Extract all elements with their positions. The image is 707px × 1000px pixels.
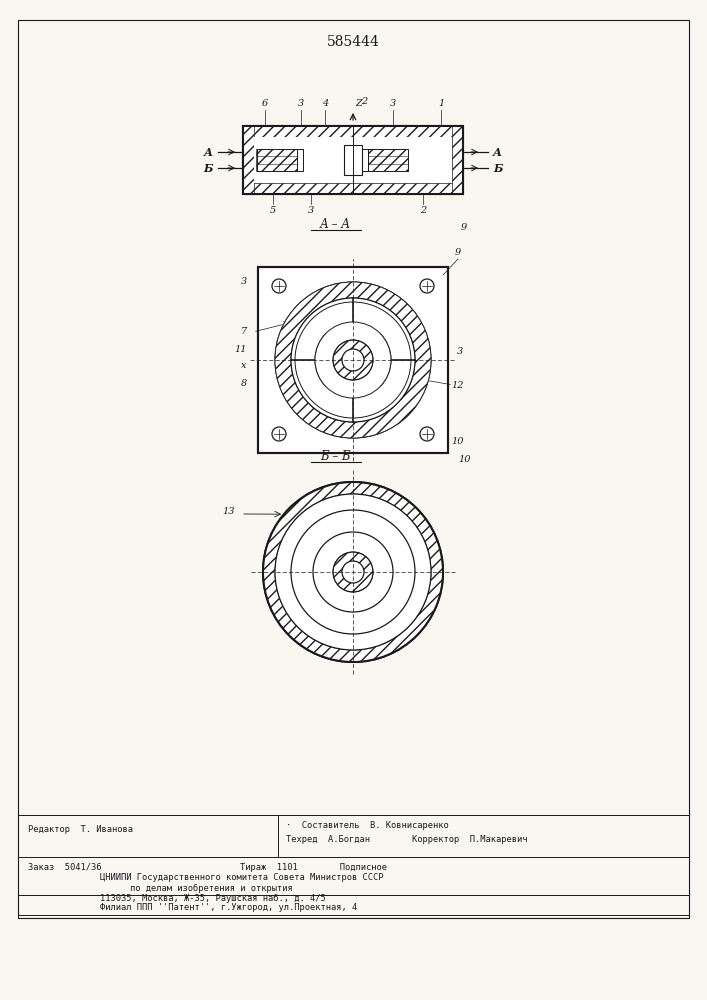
Bar — [452, 126, 463, 194]
Text: 13: 13 — [223, 508, 235, 516]
Text: Б: Б — [493, 162, 503, 174]
Text: Тираж  1101        Подписное: Тираж 1101 Подписное — [240, 862, 387, 871]
Text: 3: 3 — [457, 348, 463, 357]
Text: Б: Б — [204, 162, 213, 174]
Text: Заказ  5041/36: Заказ 5041/36 — [28, 862, 102, 871]
Wedge shape — [275, 282, 431, 438]
Circle shape — [315, 322, 391, 398]
Bar — [258, 149, 271, 171]
Bar — [18, 20, 689, 918]
Bar — [243, 126, 254, 194]
Bar — [243, 183, 463, 194]
Bar — [258, 267, 448, 453]
Circle shape — [342, 349, 364, 371]
Text: А: А — [493, 146, 502, 157]
Text: Б – Б: Б – Б — [320, 450, 350, 464]
Text: 2: 2 — [420, 206, 426, 215]
Text: Редактор  Т. Иванова: Редактор Т. Иванова — [28, 824, 133, 834]
Bar — [297, 149, 303, 171]
Circle shape — [313, 532, 393, 612]
Text: 8: 8 — [241, 378, 247, 387]
Text: А: А — [204, 146, 213, 157]
Text: 9: 9 — [455, 248, 461, 257]
Text: 3: 3 — [308, 206, 314, 215]
Circle shape — [333, 340, 373, 380]
Text: 10: 10 — [452, 436, 464, 446]
Circle shape — [275, 494, 431, 650]
Text: по делам изобретения и открытия: по делам изобретения и открытия — [130, 883, 293, 893]
Text: 1: 1 — [438, 99, 444, 108]
Circle shape — [272, 427, 286, 441]
Bar — [257, 149, 297, 171]
Text: 3: 3 — [241, 277, 247, 286]
Text: Филиал ППП ''Патент'', г.Ужгород, ул.Проектная, 4: Филиал ППП ''Патент'', г.Ужгород, ул.Про… — [100, 902, 357, 912]
Text: 10: 10 — [458, 454, 470, 464]
Text: 9: 9 — [461, 223, 467, 232]
Bar — [258, 267, 448, 453]
Bar — [260, 149, 274, 171]
Circle shape — [333, 552, 373, 592]
Bar — [243, 126, 463, 137]
Text: 585444: 585444 — [327, 35, 380, 49]
Bar — [368, 149, 408, 171]
Text: 7: 7 — [241, 328, 247, 336]
Circle shape — [420, 427, 434, 441]
Text: 5: 5 — [270, 206, 276, 215]
Text: 4: 4 — [322, 99, 328, 108]
Text: x: x — [241, 360, 247, 369]
Bar — [243, 126, 463, 194]
Text: ·  Составитель  В. Ковнисаренко: · Составитель В. Ковнисаренко — [286, 820, 449, 830]
Text: ЦНИИПИ Государственного комитета Совета Министров СССР: ЦНИИПИ Государственного комитета Совета … — [100, 874, 383, 882]
Text: 11: 11 — [235, 346, 247, 355]
Circle shape — [291, 298, 415, 422]
Circle shape — [295, 302, 411, 418]
Bar — [256, 149, 269, 171]
Text: 6: 6 — [262, 99, 268, 108]
Bar — [258, 267, 448, 453]
Text: Техред  А.Богдан        Корректор  П.Макаревич: Техред А.Богдан Корректор П.Макаревич — [286, 834, 527, 844]
Bar — [344, 145, 362, 175]
Bar — [258, 267, 448, 453]
Circle shape — [342, 561, 364, 583]
Text: 12: 12 — [452, 380, 464, 389]
Text: 2: 2 — [361, 97, 367, 106]
Text: Z: Z — [355, 99, 362, 108]
Text: 3: 3 — [390, 99, 396, 108]
Bar — [254, 137, 452, 183]
Wedge shape — [263, 482, 443, 662]
Text: 3: 3 — [298, 99, 304, 108]
Circle shape — [420, 279, 434, 293]
Text: 113035, Москва, Ж-35, Раушская наб., д. 4/5: 113035, Москва, Ж-35, Раушская наб., д. … — [100, 893, 326, 903]
Text: А – А: А – А — [320, 219, 351, 232]
Circle shape — [274, 281, 432, 439]
Circle shape — [291, 510, 415, 634]
Bar — [362, 149, 368, 171]
Circle shape — [263, 482, 443, 662]
Circle shape — [272, 279, 286, 293]
Bar — [243, 126, 463, 194]
